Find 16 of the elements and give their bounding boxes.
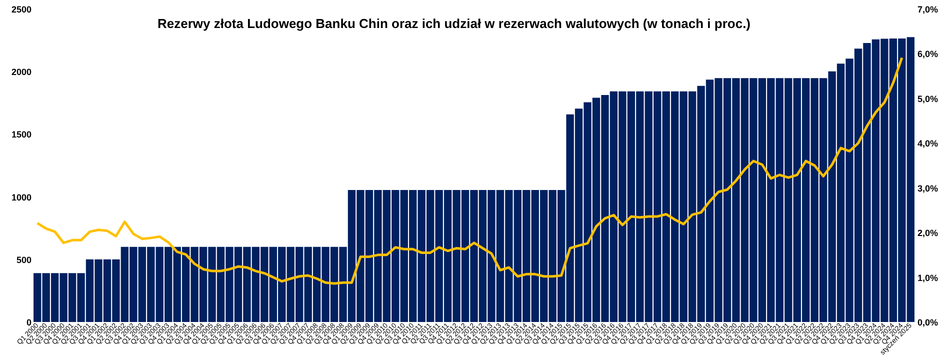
y2-tick-label: 7,0% xyxy=(918,4,938,14)
y-tick-label: 1500 xyxy=(11,130,32,140)
y2-tick-label: 5,0% xyxy=(918,94,938,104)
y2-tick-label: 6,0% xyxy=(918,49,938,60)
text: Rezerwy złota Ludowego Banku Chin oraz ich udział w rezerwach walutowych (w tonach i proc.) xyxy=(157,16,751,31)
y-tick-label: 2500 xyxy=(11,4,32,14)
y2-tick-label: 1,0% xyxy=(918,272,938,283)
y2-tick-label: 0,0% xyxy=(918,318,938,328)
y-tick-label: 500 xyxy=(16,254,32,265)
y-tick-label: 0 xyxy=(26,318,32,328)
y2-tick-label: 4,0% xyxy=(918,138,938,149)
y-tick-label: 2000 xyxy=(11,67,32,78)
line-series xyxy=(36,56,904,285)
y-tick-label: 1000 xyxy=(11,192,32,202)
y2-tick-label: 3,0% xyxy=(918,183,938,194)
y2-tick-label: 2,0% xyxy=(918,228,938,238)
